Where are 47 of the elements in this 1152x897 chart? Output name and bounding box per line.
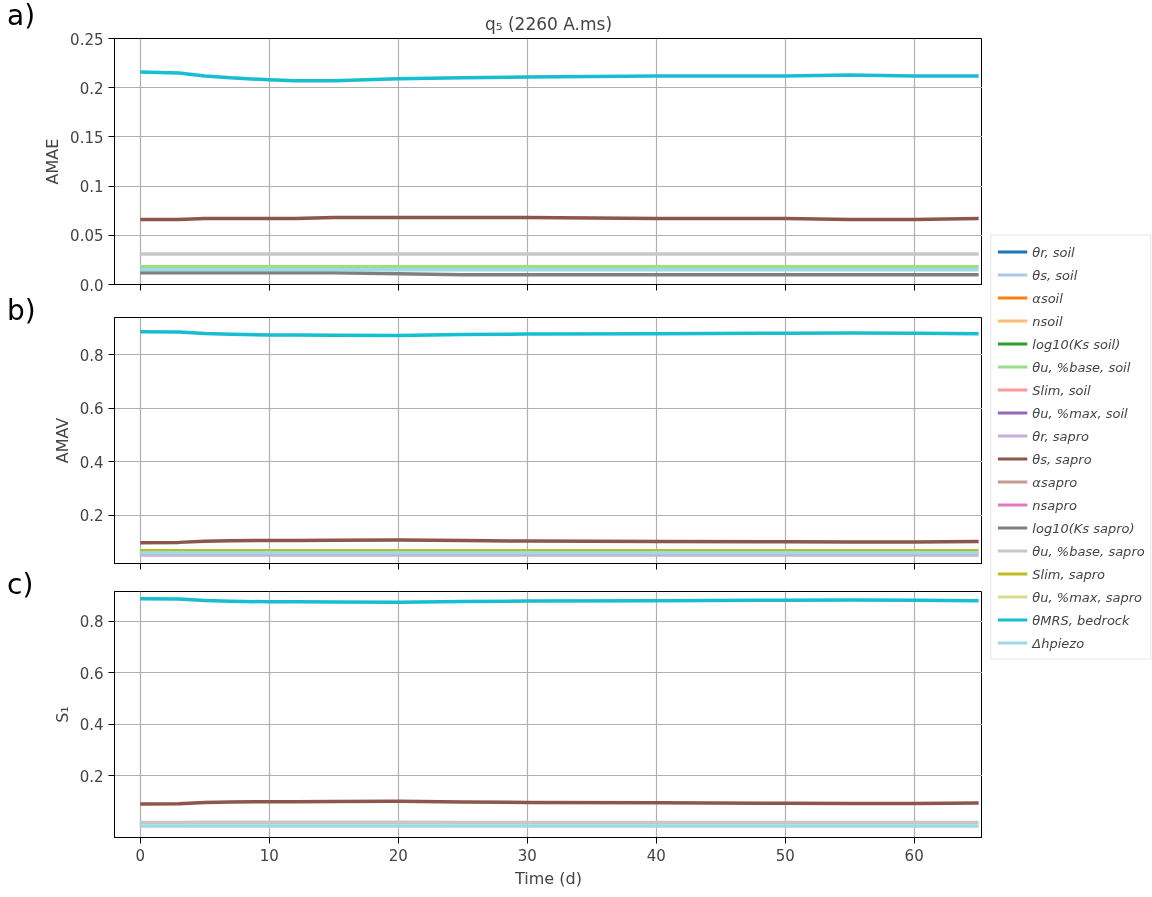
- chart-title: q₅ (2260 A.ms): [484, 13, 613, 34]
- x-tick-label: 60: [904, 846, 924, 865]
- text: b): [7, 294, 36, 327]
- legend-label: θu, %max, sapro: [1032, 588, 1143, 607]
- legend-label: θMRS, bedrock: [1032, 611, 1130, 629]
- y-axis-title: AMAE: [43, 138, 63, 185]
- y-tick-label: 0.2: [79, 507, 104, 526]
- legend-label: θr, sapro: [1032, 427, 1089, 446]
- legend-label: θs, soil: [1032, 266, 1078, 284]
- y-tick-label: 0.4: [79, 453, 104, 472]
- x-tick-label: 40: [646, 846, 666, 865]
- x-tick-label: 0: [135, 846, 146, 865]
- x-tick-label: 50: [775, 846, 795, 865]
- legend-label: log10(Ks soil): [1032, 335, 1121, 354]
- legend-label: log10(Ks sapro): [1032, 519, 1135, 538]
- x-tick-label: 30: [517, 846, 537, 865]
- legend-label: αsoil: [1032, 289, 1063, 307]
- legend-label: nsapro: [1032, 496, 1077, 515]
- y-tick-label: 0.15: [70, 128, 104, 147]
- y-tick-label: 0.6: [79, 400, 104, 419]
- legend-label: θu, %base, sapro: [1032, 542, 1145, 561]
- y-tick-label: 0.05: [70, 227, 104, 246]
- y-tick-label: 0.2: [79, 767, 104, 786]
- legend-label: Δhpiezo: [1032, 634, 1085, 653]
- y-tick-label: 0.25: [70, 30, 104, 49]
- y-tick-label: 0.6: [79, 664, 104, 683]
- legend-label: nsoil: [1032, 312, 1063, 330]
- y-tick-label: 0.2: [79, 79, 104, 98]
- y-tick-label: 0.8: [79, 346, 104, 365]
- legend-label: αsapro: [1032, 473, 1078, 492]
- y-tick-label: 0.4: [79, 716, 104, 735]
- text: a): [7, 0, 36, 32]
- text: c): [7, 568, 34, 601]
- legend-label: Slim, soil: [1032, 381, 1091, 399]
- legend-label: θr, soil: [1032, 243, 1075, 261]
- y-tick-label: 0.0: [79, 276, 104, 295]
- y-axis-title: AMAV: [52, 417, 72, 464]
- legend-label: Slim, sapro: [1032, 565, 1106, 584]
- legend-label: θu, %max, soil: [1032, 404, 1128, 422]
- y-tick-label: 0.1: [79, 178, 104, 197]
- x-tick-label: 20: [388, 846, 408, 865]
- legend-label: θu, %base, soil: [1032, 358, 1131, 376]
- x-tick-label: 10: [259, 846, 279, 865]
- y-tick-label: 0.8: [79, 613, 104, 632]
- x-axis-title: Time (d): [514, 868, 582, 888]
- legend-label: θs, sapro: [1032, 450, 1092, 469]
- y-axis-title: S₁: [52, 706, 72, 723]
